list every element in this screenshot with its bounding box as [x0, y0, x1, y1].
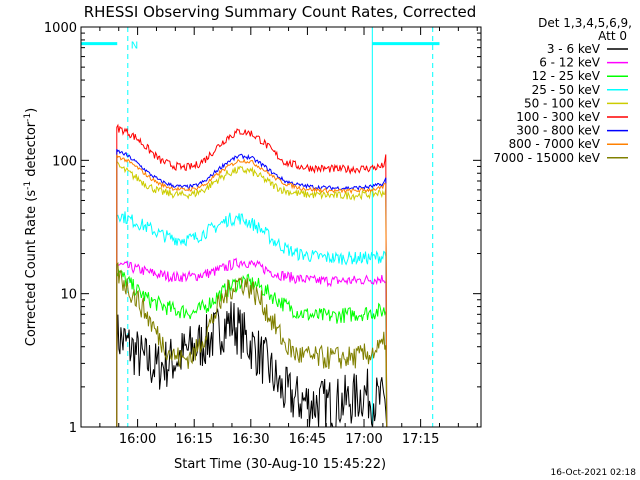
x-tick-label: 17:00: [345, 432, 382, 447]
y-axis-label-superscript: -1: [23, 181, 33, 190]
legend-label: 300 - 800 keV: [516, 124, 600, 138]
legend-label: 6 - 12 keV: [539, 56, 601, 70]
y-tick-label: 10: [60, 288, 77, 303]
series-line-7000-15000-keV: [116, 262, 388, 428]
x-tick-label: 17:15: [402, 432, 439, 447]
legend-label: 7000 - 15000 keV: [493, 151, 600, 165]
axes: 16:00 16:15 16:30 16:45 17:00 17:15 1 10 100 1000: [44, 21, 481, 447]
series-line-800-7000-keV: [116, 154, 388, 428]
x-axis-label: Start Time (30-Aug-10 15:45:22): [174, 457, 386, 472]
series-line-6-12-keV: [116, 257, 388, 428]
series-line-12-25-keV: [116, 269, 388, 428]
plot-area: N: [81, 27, 440, 428]
x-tick-label: 16:30: [232, 432, 269, 447]
x-tick-label: 16:15: [175, 432, 212, 447]
generation-date: 16-Oct-2021 02:18: [551, 468, 637, 478]
y-tick-label: 1000: [44, 21, 77, 36]
legend-label: 12 - 25 keV: [532, 69, 601, 83]
y-axis-label: Corrected Count Rate (s-1 detector-1): [23, 108, 39, 346]
x-tick-label: 16:00: [119, 432, 156, 447]
y-axis-label-part: ): [24, 108, 39, 113]
series-line-3-6-keV: [116, 301, 388, 428]
y-axis-label-superscript: -1: [23, 113, 33, 122]
legend-label: 3 - 6 keV: [547, 42, 601, 56]
y-tick-label: 1: [69, 421, 77, 436]
attenuator-marker-label: N: [131, 41, 138, 52]
legend-label: 100 - 300 keV: [516, 110, 600, 124]
legend-label: 50 - 100 keV: [524, 96, 601, 110]
legend-label: 25 - 50 keV: [532, 83, 601, 97]
y-axis-label-part: detector: [24, 121, 39, 181]
series-line-100-300-keV: [116, 123, 388, 428]
y-axis-label-part: Corrected Count Rate (s: [24, 190, 39, 347]
legend-label: 800 - 7000 keV: [509, 137, 601, 151]
chart-title: RHESSI Observing Summary Count Rates, Co…: [84, 3, 477, 21]
x-tick-label: 16:45: [289, 432, 326, 447]
legend-header-line: Att 0: [598, 29, 627, 43]
series-line-300-800-keV: [116, 148, 388, 428]
legend-header-line: Det 1,3,4,5,6,9,: [538, 16, 632, 30]
y-tick-label: 100: [52, 154, 77, 169]
plot-frame: [80, 26, 482, 428]
series-line-50-100-keV: [116, 160, 388, 428]
series-line-25-50-keV: [116, 211, 388, 428]
